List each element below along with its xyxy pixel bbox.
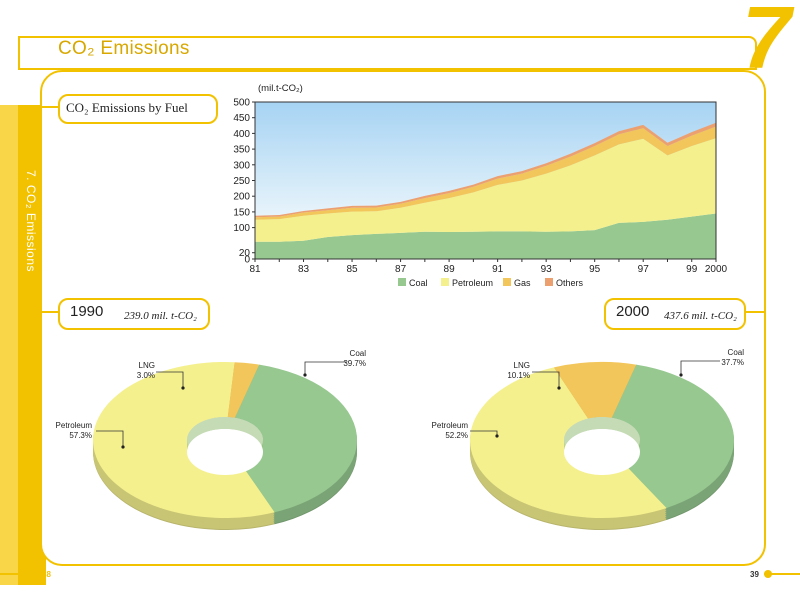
leader-line-coal xyxy=(304,361,346,375)
x-tick-label: 97 xyxy=(638,264,650,275)
emissions-area-chart: 020 100 150 200 250 300 350 400 450 500 81 83 85 87 89… xyxy=(233,83,727,288)
slice-label-lng: LNG xyxy=(139,361,155,370)
x-tick-label: 87 xyxy=(395,264,407,275)
slice-label-petroleum: Petroleum xyxy=(56,421,93,430)
total-1990: 239.0 mil. t-CO₂ xyxy=(124,310,197,322)
y-tick-label: 300 xyxy=(233,160,250,171)
donut-slice-coal xyxy=(611,364,734,509)
y-tick-label: 150 xyxy=(233,207,250,218)
leader-dot-petroleum xyxy=(495,434,499,438)
legend-label-gas: Gas xyxy=(514,278,531,288)
y-tick-label: 350 xyxy=(233,145,250,156)
slice-pct-coal: 39.7% xyxy=(343,359,366,368)
x-tick-label: 95 xyxy=(589,264,601,275)
chapter-number: 7 xyxy=(742,0,791,87)
page-number-left: 38 xyxy=(42,570,51,579)
leader-line-lng xyxy=(156,371,184,388)
donut-hole-wall xyxy=(564,417,640,452)
slice-pct-petroleum: 52.2% xyxy=(445,431,468,440)
donut-hole-floor xyxy=(187,429,263,475)
bottom-left-line xyxy=(0,573,36,575)
slice-pct-coal: 37.7% xyxy=(721,358,744,367)
fuel-section-title: CO₂ Emissions by Fuel xyxy=(66,100,188,115)
donut-slice-petroleum xyxy=(469,367,667,518)
area-series-coal xyxy=(255,213,716,259)
legend-swatch-coal xyxy=(398,278,406,286)
leader-line-petroleum xyxy=(470,430,498,436)
legend-swatch-gas xyxy=(503,278,511,286)
total-2000: 437.6 mil. t-CO₂ xyxy=(664,310,737,322)
y-tick-label: 20 xyxy=(239,248,251,259)
y-unit-label: (mil.t-CO₂) xyxy=(258,83,303,94)
slice-label-lng: LNG xyxy=(514,361,530,370)
leader-dot-petroleum xyxy=(121,445,125,449)
year-1990-label: 1990 xyxy=(70,303,104,320)
slice-pct-lng: 3.0% xyxy=(137,371,155,380)
area-series-gas xyxy=(255,126,716,220)
slice-label-petroleum: Petroleum xyxy=(432,421,469,430)
donut-hole-floor xyxy=(564,429,640,475)
side-band-highlight xyxy=(0,105,18,585)
leader-dot-lng xyxy=(557,386,561,390)
donut-slice-petroleum xyxy=(93,362,275,519)
y-tick-label: 450 xyxy=(233,113,250,124)
y-tick-label: 250 xyxy=(233,176,250,187)
leader-dot-coal xyxy=(303,373,307,377)
x-tick-label: 99 xyxy=(686,264,698,275)
year-1990-label-box xyxy=(58,298,210,330)
leader-line-lng xyxy=(532,371,560,388)
y-tick-label: 500 xyxy=(233,98,250,109)
legend-label-coal: Coal xyxy=(409,278,428,288)
y-tick-label: 200 xyxy=(233,192,250,203)
page-number-right: 39 xyxy=(750,570,759,579)
donut-slice-lng xyxy=(553,362,637,419)
chapter-side-label: 7. CO₂ Emissions xyxy=(24,170,38,273)
slice-label-coal: Coal xyxy=(350,349,367,358)
legend-swatch-petroleum xyxy=(441,278,449,286)
donut-slice-lng xyxy=(227,362,260,418)
bottom-right-line xyxy=(764,573,800,575)
bottom-left-dot xyxy=(32,570,40,578)
leader-dot-lng xyxy=(181,386,185,390)
x-tick-label: 93 xyxy=(541,264,553,275)
slice-pct-lng: 10.1% xyxy=(507,371,530,380)
fuel-connector xyxy=(40,106,60,108)
y-tick-label: 400 xyxy=(233,129,250,140)
legend-swatch-others xyxy=(545,278,553,286)
legend-label-others: Others xyxy=(556,278,584,288)
fuel-section-label-box xyxy=(58,94,218,124)
bottom-right-dot xyxy=(764,570,772,578)
donut-slice-coal xyxy=(234,364,357,513)
area-series-petroleum xyxy=(255,138,716,242)
y-tick-label: 100 xyxy=(233,223,250,234)
leader-dot-coal xyxy=(679,373,683,377)
connector-1990 xyxy=(40,311,60,313)
leader-line-coal xyxy=(680,360,720,375)
x-tick-label: 81 xyxy=(249,264,261,275)
slice-label-coal: Coal xyxy=(728,348,745,357)
x-tick-label: 2000 xyxy=(705,264,728,275)
x-tick-label: 91 xyxy=(492,264,504,275)
header-bar xyxy=(18,36,757,70)
connector-2000 xyxy=(742,311,764,313)
year-2000-label: 2000 xyxy=(616,303,650,320)
leader-line-petroleum xyxy=(96,430,124,447)
x-tick-label: 85 xyxy=(346,264,358,275)
x-tick-label: 83 xyxy=(298,264,310,275)
y-tick-label: 0 xyxy=(244,255,250,266)
slice-pct-petroleum: 57.3% xyxy=(69,431,92,440)
legend-label-petroleum: Petroleum xyxy=(452,278,493,288)
donut-hole-wall xyxy=(187,417,263,452)
x-tick-label: 89 xyxy=(444,264,456,275)
year-2000-label-box xyxy=(604,298,746,330)
page-title: CO₂ Emissions xyxy=(58,38,190,59)
